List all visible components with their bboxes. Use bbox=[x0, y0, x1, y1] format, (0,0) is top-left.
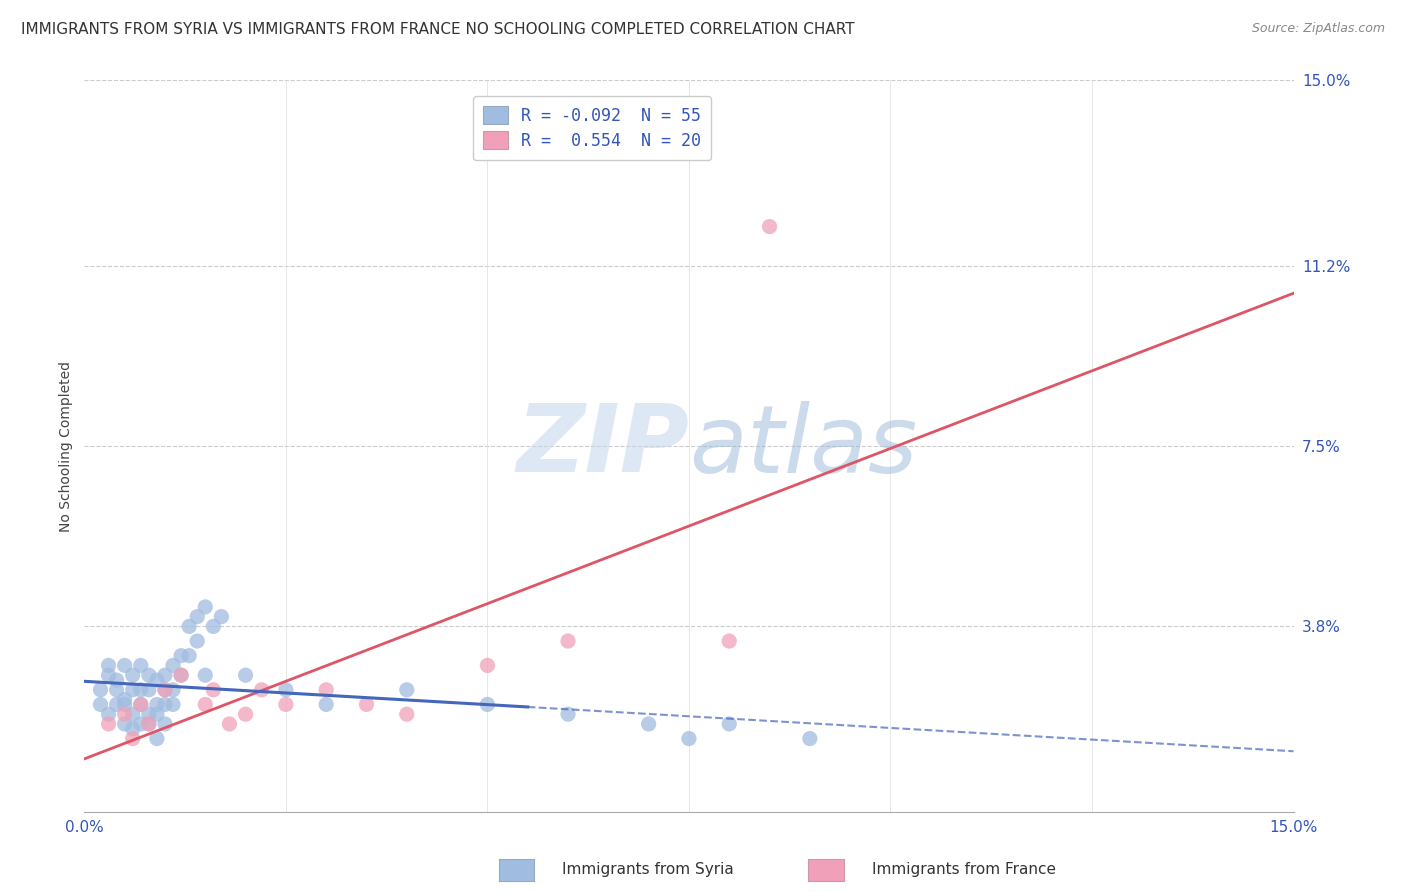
Point bbox=[250, 682, 273, 697]
Point bbox=[356, 698, 378, 712]
Y-axis label: No Schooling Completed: No Schooling Completed bbox=[59, 360, 73, 532]
Point bbox=[186, 634, 208, 648]
Legend: R = -0.092  N = 55, R =  0.554  N = 20: R = -0.092 N = 55, R = 0.554 N = 20 bbox=[472, 96, 711, 160]
Point bbox=[315, 682, 337, 697]
Point bbox=[129, 658, 152, 673]
Point bbox=[121, 722, 143, 736]
Point bbox=[89, 682, 111, 697]
Point bbox=[114, 658, 136, 673]
Point bbox=[105, 673, 128, 687]
Point bbox=[129, 717, 152, 731]
Point bbox=[202, 682, 225, 697]
Point bbox=[138, 717, 160, 731]
Point bbox=[557, 707, 579, 722]
Point bbox=[114, 692, 136, 706]
Point bbox=[718, 634, 741, 648]
Point bbox=[179, 619, 201, 633]
Point bbox=[678, 731, 700, 746]
Point bbox=[209, 609, 232, 624]
Point bbox=[170, 668, 193, 682]
Point bbox=[121, 731, 143, 746]
Point bbox=[138, 668, 160, 682]
Point bbox=[97, 668, 120, 682]
Point bbox=[194, 668, 217, 682]
Point bbox=[146, 698, 169, 712]
Point bbox=[129, 698, 152, 712]
Point bbox=[153, 682, 176, 697]
Point bbox=[89, 698, 111, 712]
Point bbox=[105, 698, 128, 712]
Point bbox=[170, 668, 193, 682]
Point bbox=[179, 648, 201, 663]
Point bbox=[194, 599, 217, 614]
Point bbox=[121, 707, 143, 722]
Point bbox=[637, 717, 659, 731]
Point bbox=[274, 698, 297, 712]
Point bbox=[395, 707, 418, 722]
Point bbox=[138, 707, 160, 722]
Point bbox=[153, 717, 176, 731]
Point bbox=[146, 673, 169, 687]
Point bbox=[129, 698, 152, 712]
Point bbox=[146, 731, 169, 746]
Point bbox=[218, 717, 240, 731]
Point bbox=[477, 698, 499, 712]
Point bbox=[162, 682, 184, 697]
Point bbox=[477, 658, 499, 673]
Point bbox=[235, 707, 257, 722]
Point bbox=[153, 698, 176, 712]
Point bbox=[114, 707, 136, 722]
Point bbox=[170, 648, 193, 663]
Text: Immigrants from Syria: Immigrants from Syria bbox=[562, 863, 734, 877]
Point bbox=[235, 668, 257, 682]
Point bbox=[121, 668, 143, 682]
Point bbox=[121, 682, 143, 697]
Point bbox=[114, 717, 136, 731]
Point bbox=[718, 717, 741, 731]
Point bbox=[138, 682, 160, 697]
Point bbox=[315, 698, 337, 712]
Point bbox=[395, 682, 418, 697]
Point bbox=[146, 707, 169, 722]
Point bbox=[153, 668, 176, 682]
Text: atlas: atlas bbox=[689, 401, 917, 491]
Point bbox=[186, 609, 208, 624]
Point bbox=[153, 682, 176, 697]
Point bbox=[274, 682, 297, 697]
Point bbox=[105, 682, 128, 697]
Point bbox=[129, 682, 152, 697]
Text: ZIP: ZIP bbox=[516, 400, 689, 492]
Point bbox=[97, 658, 120, 673]
Point bbox=[97, 707, 120, 722]
Point bbox=[114, 698, 136, 712]
Point bbox=[758, 219, 780, 234]
Point bbox=[138, 717, 160, 731]
Text: IMMIGRANTS FROM SYRIA VS IMMIGRANTS FROM FRANCE NO SCHOOLING COMPLETED CORRELATI: IMMIGRANTS FROM SYRIA VS IMMIGRANTS FROM… bbox=[21, 22, 855, 37]
Point bbox=[557, 634, 579, 648]
Point bbox=[202, 619, 225, 633]
Point bbox=[162, 658, 184, 673]
Point bbox=[799, 731, 821, 746]
Point bbox=[194, 698, 217, 712]
Text: Immigrants from France: Immigrants from France bbox=[872, 863, 1056, 877]
Point bbox=[97, 717, 120, 731]
Point bbox=[162, 698, 184, 712]
Text: Source: ZipAtlas.com: Source: ZipAtlas.com bbox=[1251, 22, 1385, 36]
